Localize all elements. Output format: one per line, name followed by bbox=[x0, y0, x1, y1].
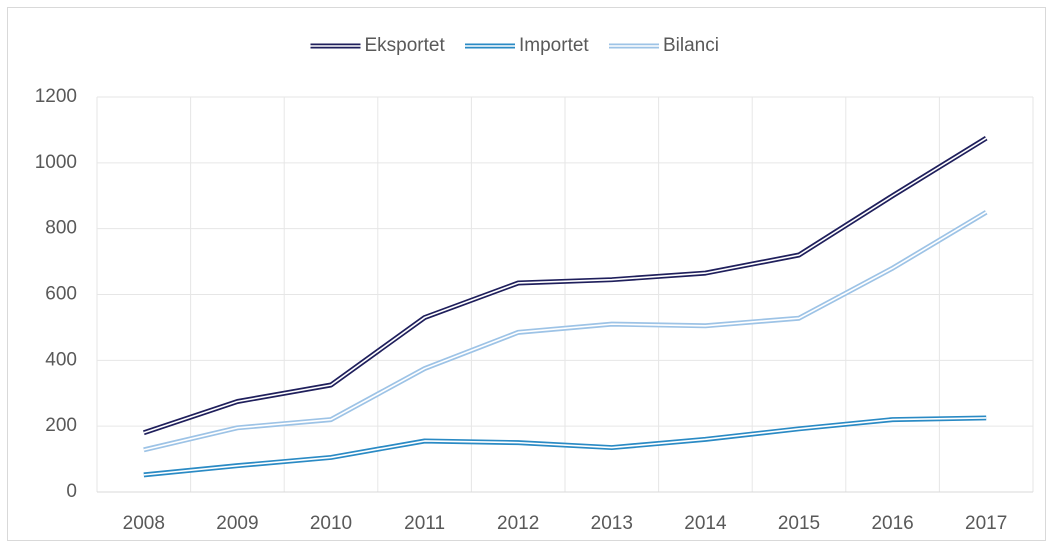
y-tick-label: 1200 bbox=[35, 86, 77, 107]
x-tick-label: 2010 bbox=[310, 513, 352, 534]
x-tick-label: 2012 bbox=[497, 513, 539, 534]
series-line-inner bbox=[143, 211, 987, 451]
x-tick-label: 2014 bbox=[684, 513, 727, 534]
y-tick-label: 800 bbox=[45, 218, 77, 239]
chart-border bbox=[7, 7, 1046, 541]
x-tick-label: 2009 bbox=[216, 513, 258, 534]
x-tick-label: 2017 bbox=[965, 513, 1007, 534]
x-tick-label: 2013 bbox=[591, 513, 633, 534]
x-tick-label: 2015 bbox=[778, 513, 820, 534]
series-line-inner bbox=[143, 417, 987, 476]
y-tick-label: 200 bbox=[45, 415, 77, 436]
y-tick-label: 600 bbox=[45, 284, 77, 305]
x-tick-label: 2008 bbox=[123, 513, 165, 534]
y-tick-label: 1000 bbox=[35, 152, 77, 173]
legend-label: Bilanci bbox=[663, 35, 719, 56]
legend-label: Eksportet bbox=[365, 35, 446, 56]
legend-label: Importet bbox=[519, 35, 589, 56]
y-tick-label: 400 bbox=[45, 349, 77, 370]
y-tick-label: 0 bbox=[66, 481, 77, 502]
x-tick-label: 2016 bbox=[871, 513, 913, 534]
series-line-inner bbox=[143, 137, 987, 434]
x-tick-label: 2011 bbox=[404, 513, 445, 534]
